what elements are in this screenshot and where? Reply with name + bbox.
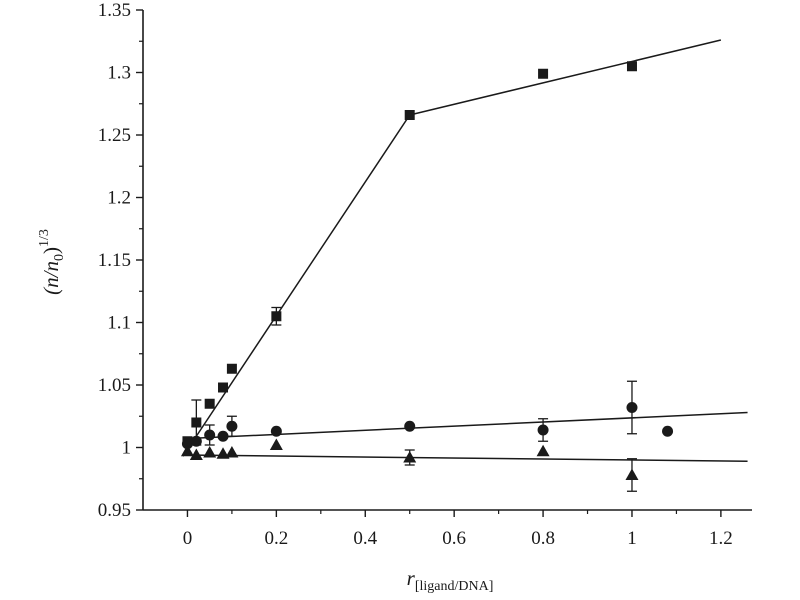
- y-tick-label-0: 0.95: [98, 500, 131, 521]
- circles-point-4: [226, 420, 238, 432]
- x-tick-label-4: 0.8: [531, 528, 555, 549]
- x-tick-label-3: 0.6: [442, 528, 466, 549]
- squares-point-7: [538, 68, 549, 79]
- axes: [142, 10, 752, 511]
- fit-lines: [182, 39, 748, 462]
- y-axis-title-sub: 0: [52, 254, 67, 261]
- squares-point-6: [404, 110, 415, 120]
- squares-fit-line-0: [182, 114, 411, 457]
- x-axis-title-main: r: [407, 566, 416, 590]
- x-axis-title: r[ligand/DNA]: [407, 566, 494, 594]
- squares-point-3: [218, 382, 229, 393]
- y-tick-label-5: 1.2: [107, 188, 131, 209]
- circles-point-7: [537, 424, 549, 436]
- y-ticks: 0.95 1 1.05 1.1 1.15 1.2 1.25 1.3 1.35: [98, 0, 143, 521]
- x-axis-title-subscript: [ligand/DNA]: [415, 579, 494, 594]
- markers: [180, 61, 674, 480]
- y-tick-label-6: 1.25: [98, 125, 131, 146]
- squares-fit-line-1: [409, 39, 722, 116]
- triangles-point-2: [203, 446, 217, 458]
- squares-point-2: [204, 398, 215, 409]
- x-tick-label-5: 1: [627, 528, 637, 549]
- circles-point-1: [190, 435, 202, 447]
- x-tick-label-2: 0.4: [353, 528, 377, 549]
- triangles-point-3: [216, 447, 230, 459]
- squares-point-4: [226, 363, 237, 374]
- triangles-point-8: [625, 468, 639, 480]
- squares-point-1: [191, 417, 202, 428]
- triangles-point-1: [189, 448, 203, 460]
- error-bars: [191, 306, 637, 492]
- circles-point-9: [662, 425, 674, 437]
- circles-fit-line-0: [182, 411, 748, 440]
- circles-point-6: [404, 420, 416, 432]
- y-tick-label-2: 1.05: [98, 375, 131, 396]
- circles-point-8: [626, 402, 638, 413]
- y-axis-title-close: ): [39, 247, 63, 254]
- circles-point-3: [217, 430, 229, 442]
- triangles-point-4: [225, 446, 239, 458]
- x-tick-label-6: 1.2: [709, 528, 733, 549]
- triangles-point-7: [536, 444, 550, 457]
- x-tick-label-0: 0: [183, 528, 193, 549]
- triangles-point-6: [403, 451, 417, 463]
- triangles-point-5: [269, 438, 283, 450]
- circles-point-2: [204, 429, 216, 441]
- triangles-point-0: [180, 444, 194, 457]
- y-axis-title-main: (n/n: [39, 261, 63, 295]
- circles-point-5: [270, 425, 282, 437]
- y-tick-label-1: 1: [122, 438, 132, 459]
- y-axis-title: (n/n0)1/3: [37, 229, 67, 295]
- y-tick-label-8: 1.35: [98, 0, 131, 21]
- y-tick-label-3: 1.1: [107, 313, 131, 334]
- circles-point-0: [181, 438, 193, 450]
- x-tick-label-1: 0.2: [264, 528, 288, 549]
- y-tick-label-7: 1.3: [107, 63, 131, 84]
- triangles-fit-line-0: [182, 454, 748, 462]
- squares-point-8: [626, 61, 637, 72]
- y-tick-label-4: 1.15: [98, 250, 131, 271]
- squares-point-5: [271, 311, 282, 322]
- x-ticks: 0 0.2 0.4 0.6 0.8 1 1.2: [183, 510, 733, 549]
- y-axis-title-sup: 1/3: [37, 229, 52, 247]
